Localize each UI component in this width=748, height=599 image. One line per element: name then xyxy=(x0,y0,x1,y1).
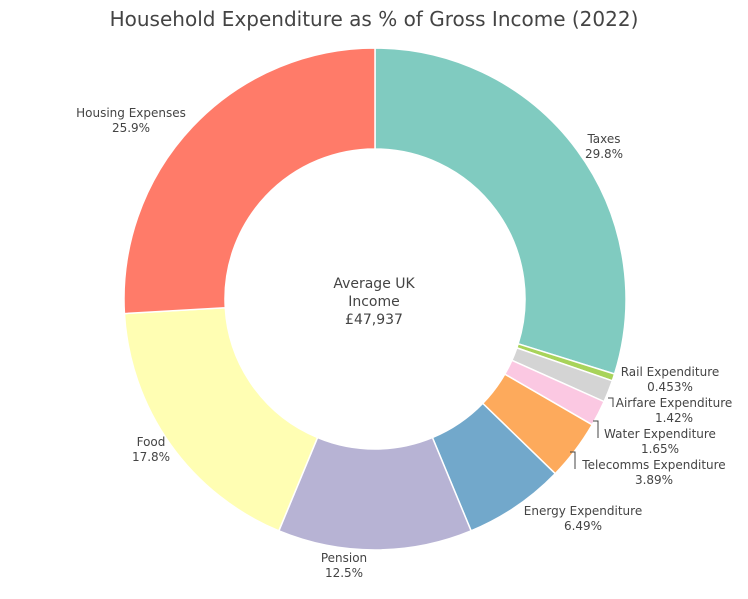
slice-label-water-expenditure: Water Expenditure 1.65% xyxy=(604,427,716,456)
center-text-line-1: Average UK xyxy=(333,276,415,292)
slice-label-name: Rail Expenditure xyxy=(621,365,720,379)
slice-food[interactable] xyxy=(123,306,319,532)
slice-label-name: Taxes xyxy=(586,132,620,146)
slice-label-airfare-expenditure: Airfare Expenditure 1.42% xyxy=(616,396,733,425)
slice-label-percent: 25.9% xyxy=(112,121,150,135)
slice-label-pension: Pension 12.5% xyxy=(321,551,367,580)
chart-title: Household Expenditure as % of Gross Inco… xyxy=(110,7,639,31)
slice-label-name: Airfare Expenditure xyxy=(616,396,733,410)
slice-label-food: Food 17.8% xyxy=(132,435,170,464)
leader-line-airfare-expenditure xyxy=(608,397,614,407)
slice-label-name: Food xyxy=(137,435,166,449)
labels-layer: Taxes 29.8%Rail Expenditure 0.453%Airfare … xyxy=(76,106,732,580)
slice-housing-expenses[interactable] xyxy=(123,47,376,315)
slice-label-energy-expenditure: Energy Expenditure 6.49% xyxy=(524,504,642,533)
slice-label-rail-expenditure: Rail Expenditure 0.453% xyxy=(621,365,720,394)
slice-label-telecomms-expenditure: Telecomms Expenditure 3.89% xyxy=(581,458,725,487)
slice-label-percent: 12.5% xyxy=(325,566,363,580)
slice-label-percent: 29.8% xyxy=(585,147,623,161)
slice-label-taxes: Taxes 29.8% xyxy=(585,132,623,161)
slices-layer xyxy=(123,47,627,551)
slice-label-percent: 6.49% xyxy=(564,519,602,533)
slice-taxes[interactable] xyxy=(374,47,627,375)
slice-label-percent: 3.89% xyxy=(635,473,673,487)
center-text-line-2: Income xyxy=(348,294,400,310)
slice-label-name: Telecomms Expenditure xyxy=(581,458,725,472)
slice-label-name: Energy Expenditure xyxy=(524,504,642,518)
slice-label-name: Housing Expenses xyxy=(76,106,186,120)
leaders-layer xyxy=(570,397,614,469)
slice-label-percent: 17.8% xyxy=(132,450,170,464)
slice-label-name: Water Expenditure xyxy=(604,427,716,441)
leader-line-telecomms-expenditure xyxy=(570,451,576,469)
slice-label-name: Pension xyxy=(321,551,367,565)
slice-label-percent: 0.453% xyxy=(647,380,693,394)
slice-label-housing-expenses: Housing Expenses 25.9% xyxy=(76,106,186,135)
center-text-line-3: £47,937 xyxy=(345,312,403,328)
leader-line-water-expenditure xyxy=(593,420,599,438)
slice-label-percent: 1.65% xyxy=(641,442,679,456)
slice-label-percent: 1.42% xyxy=(655,411,693,425)
